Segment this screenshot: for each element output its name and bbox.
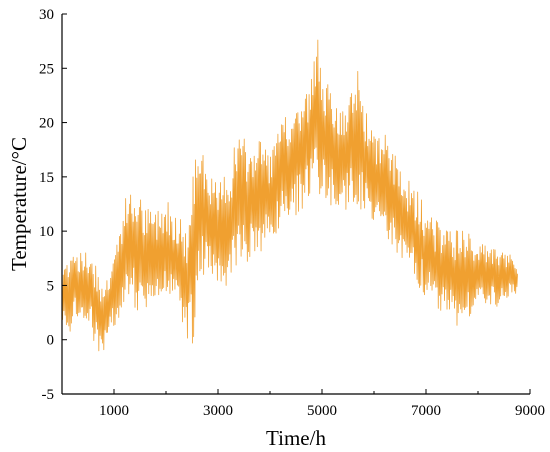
x-axis-ticks: 1000 3000 5000 7000 9000: [61, 389, 545, 419]
y-tick-label: 20: [39, 116, 54, 132]
y-axis-title: Temperature/°C: [7, 137, 31, 271]
y-axis-ticks: -5 0 5 10 15 20 25 30: [39, 7, 67, 403]
y-tick-label: -5: [42, 387, 55, 403]
x-tick-label: 1000: [99, 403, 129, 419]
y-tick-label: 0: [47, 333, 55, 349]
y-tick-label: 25: [39, 61, 54, 77]
y-tick-label: 30: [39, 7, 54, 23]
y-tick-label: 15: [39, 170, 54, 186]
x-axis-title: Time/h: [266, 426, 326, 450]
y-tick-label: 10: [39, 224, 54, 240]
temperature-series-line: [61, 39, 518, 352]
plot-area: [61, 39, 518, 352]
x-tick-label: 3000: [203, 403, 233, 419]
x-tick-label: 5000: [307, 403, 337, 419]
x-tick-label: 9000: [515, 403, 545, 419]
y-tick-label: 5: [47, 278, 55, 294]
x-tick-label: 7000: [411, 403, 441, 419]
